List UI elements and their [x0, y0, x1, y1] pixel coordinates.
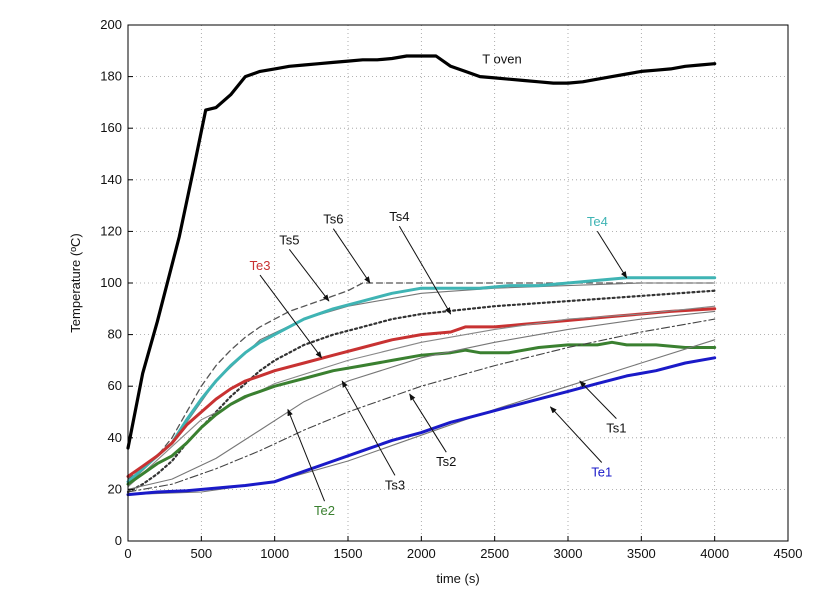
x-axis-ticks: 0 500 1000 1500 2000 2500 3000 3500 4000 4500 [124, 536, 802, 561]
annotation-ts3: Ts3 [385, 477, 405, 492]
annotation-ts5: Ts5 [279, 232, 299, 247]
annotation-arrow [549, 406, 603, 463]
annotation-ts4: Ts4 [389, 209, 409, 224]
x-tick-label: 1000 [260, 546, 289, 561]
x-tick-label: 500 [190, 546, 212, 561]
y-tick-label: 0 [115, 533, 122, 548]
y-tick-label: 120 [100, 223, 122, 238]
x-tick-label: 2000 [407, 546, 436, 561]
series-line-ts2 [127, 318, 716, 493]
series-line-ts3 [127, 310, 716, 490]
annotation-arrow [287, 408, 325, 502]
y-tick-label: 160 [100, 120, 122, 135]
x-tick-label: 3500 [627, 546, 656, 561]
y-tick-label: 100 [100, 275, 122, 290]
annotation-arrow [579, 380, 617, 419]
annotation-arrow [259, 274, 323, 359]
y-axis-label: Temperature (ºC) [68, 233, 83, 332]
annotation-ts1: Ts1 [606, 421, 626, 436]
y-tick-label: 80 [108, 327, 122, 342]
y-tick-label: 40 [108, 430, 122, 445]
annotation-arrow [596, 230, 628, 279]
annotation-te3: Te3 [250, 258, 271, 273]
annotation-t-oven: T oven [482, 52, 522, 67]
series-line-te4 [126, 276, 717, 484]
series-line-ts4 [126, 289, 716, 494]
annotations-group: T oven Te4 Ts6 Ts4 Ts5 Te3 Ts1 Te1 Ts2 Ts3 Te2 [250, 52, 628, 518]
annotation-arrow [288, 248, 330, 302]
annotation-arrow [409, 393, 447, 453]
annotation-arrow [398, 225, 452, 315]
x-tick-label: 1500 [334, 546, 363, 561]
annotation-te4: Te4 [587, 214, 608, 229]
series-line-te1 [126, 356, 717, 497]
series-line-te3 [126, 307, 717, 478]
series-line-te2 [126, 340, 717, 486]
x-tick-label: 4000 [700, 546, 729, 561]
annotation-arrow [341, 380, 396, 476]
series-line-ts6 [127, 282, 716, 480]
annotation-te2: Te2 [314, 503, 335, 518]
x-tick-label: 2500 [480, 546, 509, 561]
y-tick-label: 20 [108, 481, 122, 496]
x-axis-label: time (s) [436, 571, 479, 586]
annotation-arrow [332, 228, 371, 284]
x-tick-label: 4500 [774, 546, 803, 561]
annotation-te1: Te1 [591, 465, 612, 480]
x-tick-label: 0 [124, 546, 131, 561]
y-tick-label: 60 [108, 378, 122, 393]
annotation-ts6: Ts6 [323, 212, 343, 227]
series-group [126, 54, 717, 497]
y-axis-ticks: 0 20 40 60 80 100 120 140 160 180 200 [100, 17, 133, 548]
y-tick-label: 140 [100, 172, 122, 187]
y-tick-label: 180 [100, 69, 122, 84]
series-line-t-oven [126, 54, 717, 450]
y-tick-label: 200 [100, 17, 122, 32]
annotation-ts2: Ts2 [436, 454, 456, 469]
x-tick-label: 3000 [554, 546, 583, 561]
